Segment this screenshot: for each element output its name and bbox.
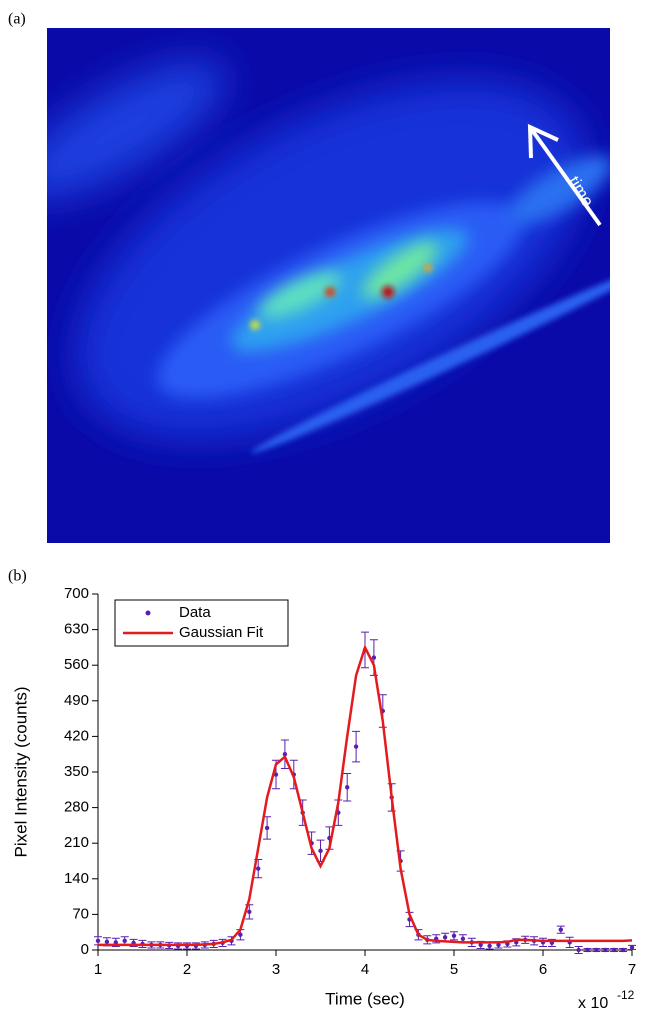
legend-box xyxy=(114,599,289,647)
x-tick-label: 4 xyxy=(361,961,369,978)
legend-marker xyxy=(145,610,151,616)
y-axis-label: Pixel Intensity (counts) xyxy=(11,686,30,857)
x-tick-label: 3 xyxy=(272,961,280,978)
data-point xyxy=(247,909,252,915)
panel-label: (a) xyxy=(8,11,26,28)
y-tick-label: 210 xyxy=(64,834,89,851)
data-point xyxy=(558,927,563,932)
data-point xyxy=(460,936,466,942)
data-point xyxy=(345,785,350,790)
x-exponent-base: x 10 xyxy=(578,995,608,1012)
x-tick-label: 1 xyxy=(94,961,102,978)
y-tick-label: 350 xyxy=(64,763,89,780)
data-point xyxy=(603,947,608,953)
data-point xyxy=(353,744,359,749)
data-point xyxy=(612,947,617,953)
data-point xyxy=(620,947,626,953)
fit-line xyxy=(98,644,633,947)
y-tick-label: 560 xyxy=(64,656,89,673)
y-tick-label: 420 xyxy=(64,727,89,744)
data-point xyxy=(371,655,377,660)
y-tick-label: 70 xyxy=(72,905,89,922)
data-point xyxy=(264,825,270,831)
y-tick-label: 140 xyxy=(64,870,89,887)
data-point xyxy=(318,848,323,854)
data-point xyxy=(487,943,492,949)
x-axis-label: Time (sec) xyxy=(325,989,405,1008)
data-point xyxy=(95,938,101,944)
data-point xyxy=(122,938,127,944)
data-point xyxy=(104,939,110,945)
data-point xyxy=(451,933,457,938)
data-point xyxy=(585,947,590,953)
data-point xyxy=(256,866,261,871)
y-tick-label: 630 xyxy=(64,621,89,638)
data-point xyxy=(576,947,581,953)
data-point xyxy=(113,940,119,945)
x-tick-label: 6 xyxy=(539,961,547,978)
data-point xyxy=(629,945,635,950)
x-exponent: -12 xyxy=(617,988,635,1002)
image: time xyxy=(47,28,610,543)
data-point xyxy=(496,942,501,948)
legend-label: Gaussian Fit xyxy=(179,624,264,641)
y-tick-label: 490 xyxy=(64,692,89,709)
data-point xyxy=(478,942,483,948)
data-point xyxy=(442,935,448,940)
data-point xyxy=(273,772,279,777)
x-tick-label: 7 xyxy=(628,961,636,978)
y-tick-label: 280 xyxy=(64,799,89,816)
y-tick-label: 700 xyxy=(64,585,89,602)
data-point xyxy=(238,932,243,937)
data-point xyxy=(282,752,288,757)
data-point xyxy=(594,947,599,953)
x-tick-label: 5 xyxy=(450,961,458,978)
x-tick-label: 2 xyxy=(183,961,191,978)
y-tick-label: 0 xyxy=(81,941,89,958)
panel-label: (b) xyxy=(8,568,27,585)
legend-label: Data xyxy=(179,604,211,621)
